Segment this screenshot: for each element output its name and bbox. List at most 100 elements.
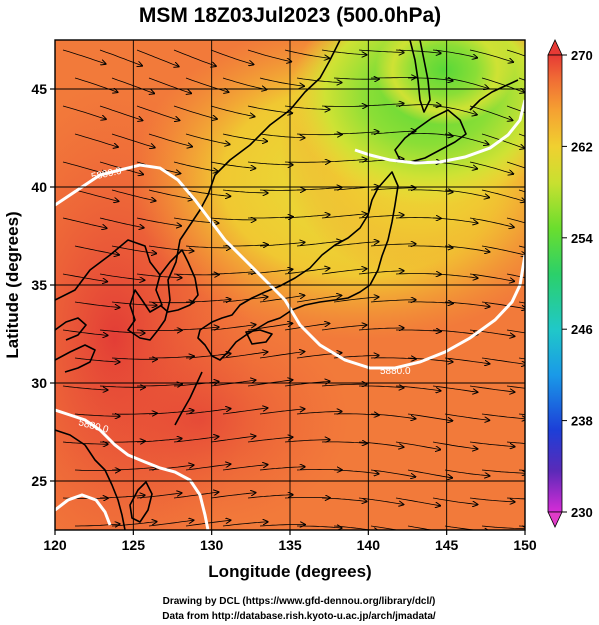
streamline bbox=[148, 411, 194, 415]
streamline bbox=[149, 356, 194, 358]
colorbar: 270 262 254 246 238 230 bbox=[547, 39, 593, 528]
streamline bbox=[408, 78, 453, 81]
streamline bbox=[432, 385, 477, 392]
streamline bbox=[284, 323, 329, 331]
streamline bbox=[296, 412, 342, 415]
lat-lon-grid bbox=[55, 40, 525, 530]
streamline bbox=[321, 384, 367, 386]
streamline bbox=[432, 441, 477, 449]
streamline bbox=[469, 217, 514, 227]
streamline bbox=[185, 520, 230, 527]
streamline bbox=[444, 525, 489, 530]
streamline bbox=[333, 297, 379, 303]
streamline bbox=[248, 217, 293, 218]
streamline bbox=[333, 414, 379, 415]
streamline bbox=[136, 439, 182, 443]
streamline bbox=[444, 357, 489, 364]
map-title: MSM 18Z03Jul2023 (500.0hPa) bbox=[139, 4, 441, 27]
streamline bbox=[173, 492, 218, 499]
streamline bbox=[469, 161, 513, 174]
streamline bbox=[370, 244, 416, 246]
streamline bbox=[111, 522, 157, 527]
streamline bbox=[432, 273, 478, 278]
streamline bbox=[432, 497, 477, 505]
x-tick-label: 120 bbox=[43, 537, 67, 553]
streamline bbox=[210, 272, 256, 274]
warm-region-southwest bbox=[55, 310, 350, 530]
contour-5880 bbox=[55, 99, 525, 530]
streamline bbox=[185, 464, 230, 471]
streamline bbox=[99, 386, 145, 387]
streamline bbox=[222, 77, 266, 90]
streamline bbox=[444, 133, 489, 144]
streamline bbox=[407, 413, 452, 421]
streamline bbox=[222, 133, 267, 141]
streamline bbox=[395, 441, 440, 450]
streamline bbox=[62, 217, 107, 228]
streamline bbox=[259, 467, 305, 471]
streamline bbox=[358, 441, 404, 447]
streamline bbox=[210, 49, 253, 64]
streamline bbox=[432, 217, 478, 223]
y-tick-label: 45 bbox=[31, 81, 47, 97]
y-tick-label: 25 bbox=[31, 473, 47, 489]
streamline bbox=[99, 49, 142, 66]
streamline bbox=[284, 215, 330, 219]
streamline bbox=[185, 246, 231, 248]
streamline bbox=[185, 409, 231, 415]
streamline bbox=[358, 271, 404, 275]
streamline bbox=[185, 133, 230, 144]
streamline bbox=[136, 105, 179, 120]
streamline bbox=[444, 77, 489, 89]
streamline bbox=[481, 133, 524, 148]
streamline bbox=[408, 302, 453, 304]
streamline bbox=[284, 49, 329, 58]
streamline bbox=[481, 189, 525, 202]
x-axis-label: Longitude (degrees) bbox=[208, 562, 371, 581]
streamline bbox=[99, 217, 144, 228]
y-tick-label: 35 bbox=[31, 277, 47, 293]
streamline bbox=[247, 161, 293, 165]
streamline bbox=[395, 49, 441, 53]
credit-drawing: Drawing by DCL (https://www.gfd-dennou.o… bbox=[163, 596, 436, 607]
streamline bbox=[185, 354, 231, 359]
streamline bbox=[396, 330, 441, 332]
streamline bbox=[444, 413, 489, 420]
streamline bbox=[210, 325, 256, 331]
colorbar-tick-label: 230 bbox=[571, 505, 593, 520]
streamline bbox=[259, 525, 305, 527]
x-tick-label: 125 bbox=[122, 537, 146, 553]
streamline bbox=[481, 77, 524, 92]
streamline bbox=[99, 105, 142, 120]
streamline bbox=[506, 217, 525, 224]
streamline bbox=[444, 189, 489, 198]
streamline bbox=[99, 329, 145, 333]
streamline bbox=[296, 295, 341, 303]
streamline bbox=[506, 273, 525, 279]
streamline bbox=[148, 302, 194, 303]
y-axis-label: Latitude (degrees) bbox=[3, 211, 22, 358]
streamline bbox=[222, 297, 268, 303]
streamline bbox=[222, 189, 268, 193]
streamline bbox=[173, 49, 216, 66]
streamline bbox=[407, 190, 453, 192]
streamline bbox=[173, 161, 218, 171]
streamline bbox=[259, 352, 304, 359]
streamline bbox=[358, 328, 404, 330]
streamline bbox=[136, 49, 179, 67]
streamline bbox=[296, 134, 342, 135]
streamline bbox=[284, 497, 330, 498]
streamline bbox=[259, 409, 305, 415]
streamline bbox=[148, 520, 193, 527]
streamline bbox=[321, 325, 367, 331]
streamline bbox=[432, 49, 477, 58]
streamline bbox=[444, 245, 489, 252]
streamline bbox=[75, 524, 120, 526]
streamline bbox=[296, 187, 342, 190]
colorbar-tick-label: 270 bbox=[571, 48, 593, 63]
streamline bbox=[321, 214, 367, 219]
colorbar-ticks: 270 262 254 246 238 230 bbox=[562, 48, 593, 520]
streamline bbox=[222, 522, 268, 527]
streamline bbox=[247, 437, 293, 443]
streamline bbox=[74, 133, 118, 147]
